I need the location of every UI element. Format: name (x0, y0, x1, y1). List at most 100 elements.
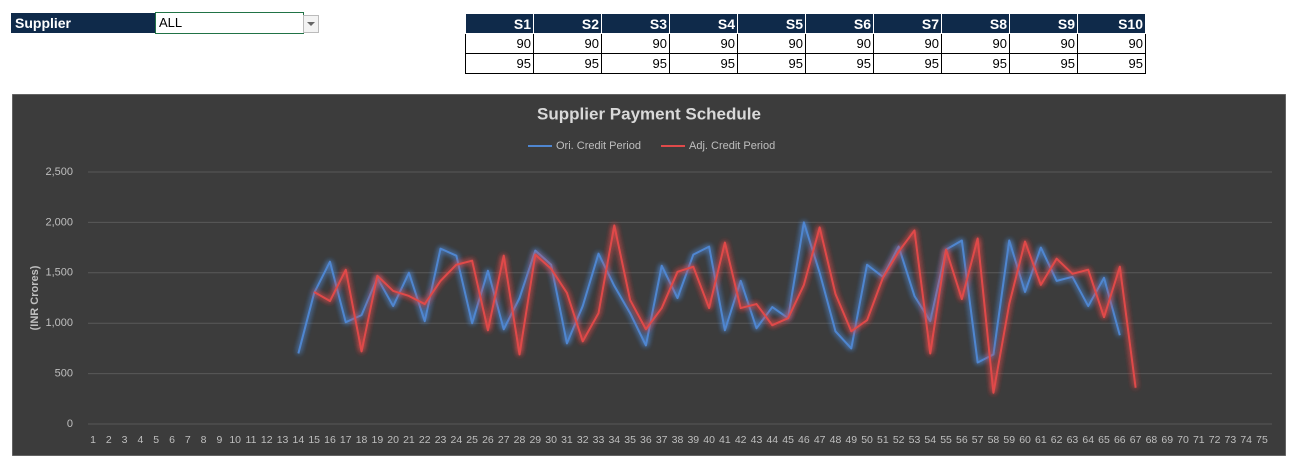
x-tick-label: 44 (766, 434, 778, 446)
x-tick-label: 62 (1051, 434, 1063, 446)
x-tick-label: 15 (308, 434, 320, 446)
x-tick-label: 71 (1193, 434, 1205, 446)
x-tick-label: 10 (229, 434, 241, 446)
x-tick-label: 32 (577, 434, 589, 446)
x-tick-label: 34 (608, 434, 620, 446)
table-header: S6 (805, 13, 874, 34)
table-cell: 90 (1077, 33, 1146, 54)
x-tick-label: 73 (1225, 434, 1237, 446)
x-tick-label: 64 (1082, 434, 1094, 446)
x-tick-label: 36 (640, 434, 652, 446)
x-tick-label: 5 (153, 434, 159, 446)
table-header: S9 (1009, 13, 1078, 34)
x-tick-label: 39 (687, 434, 699, 446)
table-row: 95 95 95 95 95 95 95 95 95 95 (465, 53, 1146, 74)
x-tick-label: 8 (201, 434, 207, 446)
x-tick-label: 14 (293, 434, 305, 446)
table-cell: 90 (805, 33, 874, 54)
x-tick-label: 56 (956, 434, 968, 446)
x-tick-label: 63 (1067, 434, 1079, 446)
x-tick-label: 22 (419, 434, 431, 446)
table-header: S10 (1077, 13, 1146, 34)
x-tick-label: 19 (372, 434, 384, 446)
supplier-table: S1 S2 S3 S4 S5 S6 S7 S8 S9 S10 90 90 90 90 90 90 90 90 90 9… (465, 13, 1146, 74)
x-tick-label: 75 (1256, 434, 1268, 446)
x-tick-label: 53 (909, 434, 921, 446)
chart: Supplier Payment Schedule (INR Crores) 0… (12, 94, 1286, 456)
y-tick-label: 2,500 (45, 166, 73, 178)
x-tick-label: 41 (719, 434, 731, 446)
table-header: S5 (737, 13, 806, 34)
x-tick-label: 51 (877, 434, 889, 446)
x-tick-label: 28 (514, 434, 526, 446)
series-line (297, 221, 1121, 364)
x-tick-label: 4 (137, 434, 143, 446)
y-tick-label: 500 (55, 368, 73, 380)
x-tick-label: 50 (861, 434, 873, 446)
table-cell: 95 (805, 53, 874, 74)
x-tick-label: 57 (972, 434, 984, 446)
table-cell: 95 (465, 53, 534, 74)
table-cell: 95 (1077, 53, 1146, 74)
table-cell: 90 (465, 33, 534, 54)
table-cell: 90 (941, 33, 1010, 54)
supplier-dropdown[interactable]: ALL (155, 12, 304, 34)
legend-label: Ori. Credit Period (556, 140, 641, 152)
x-tick-label: 43 (751, 434, 763, 446)
table-cell: 95 (533, 53, 602, 74)
x-tick-label: 6 (169, 434, 175, 446)
table-header: S7 (873, 13, 942, 34)
table-cell: 95 (737, 53, 806, 74)
x-tick-label: 29 (529, 434, 541, 446)
supplier-label: Supplier (11, 13, 155, 33)
x-tick-label: 25 (466, 434, 478, 446)
x-tick-label: 70 (1177, 434, 1189, 446)
x-tick-label: 26 (482, 434, 494, 446)
x-tick-label: 46 (798, 434, 810, 446)
x-tick-label: 18 (356, 434, 368, 446)
x-tick-label: 45 (782, 434, 794, 446)
table-header: S3 (601, 13, 670, 34)
chart-title: Supplier Payment Schedule (537, 104, 761, 123)
x-tick-label: 16 (324, 434, 336, 446)
y-tick-label: 0 (67, 418, 73, 430)
table-header: S8 (941, 13, 1010, 34)
x-tick-label: 13 (277, 434, 289, 446)
x-tick-label: 58 (988, 434, 1000, 446)
x-tick-label: 68 (1146, 434, 1158, 446)
table-row: 90 90 90 90 90 90 90 90 90 90 (465, 33, 1146, 54)
x-tick-label: 31 (561, 434, 573, 446)
x-tick-label: 61 (1035, 434, 1047, 446)
x-tick-label: 38 (672, 434, 684, 446)
x-tick-label: 49 (845, 434, 857, 446)
x-tick-label: 3 (122, 434, 128, 446)
x-tick-label: 37 (656, 434, 668, 446)
x-tick-label: 72 (1209, 434, 1221, 446)
x-tick-label: 74 (1240, 434, 1252, 446)
y-tick-label: 1,000 (45, 317, 73, 329)
x-tick-label: 60 (1019, 434, 1031, 446)
y-tick-label: 2,000 (45, 216, 73, 228)
x-tick-label: 12 (261, 434, 273, 446)
table-cell: 95 (601, 53, 670, 74)
x-tick-label: 21 (403, 434, 415, 446)
table-header: S2 (533, 13, 602, 34)
x-tick-label: 59 (1003, 434, 1015, 446)
dropdown-arrow[interactable] (303, 15, 319, 33)
chart-background (12, 94, 1286, 456)
y-tick-label: 1,500 (45, 267, 73, 279)
x-tick-label: 35 (624, 434, 636, 446)
x-tick-label: 54 (924, 434, 936, 446)
x-tick-label: 11 (246, 434, 257, 446)
x-tick-label: 27 (498, 434, 510, 446)
table-cell: 95 (873, 53, 942, 74)
x-tick-label: 2 (106, 434, 112, 446)
table-cell: 95 (669, 53, 738, 74)
table-cell: 90 (601, 33, 670, 54)
x-tick-label: 9 (216, 434, 222, 446)
legend-label: Adj. Credit Period (689, 140, 775, 152)
x-tick-label: 66 (1114, 434, 1126, 446)
x-tick-label: 20 (387, 434, 399, 446)
x-tick-label: 67 (1130, 434, 1142, 446)
